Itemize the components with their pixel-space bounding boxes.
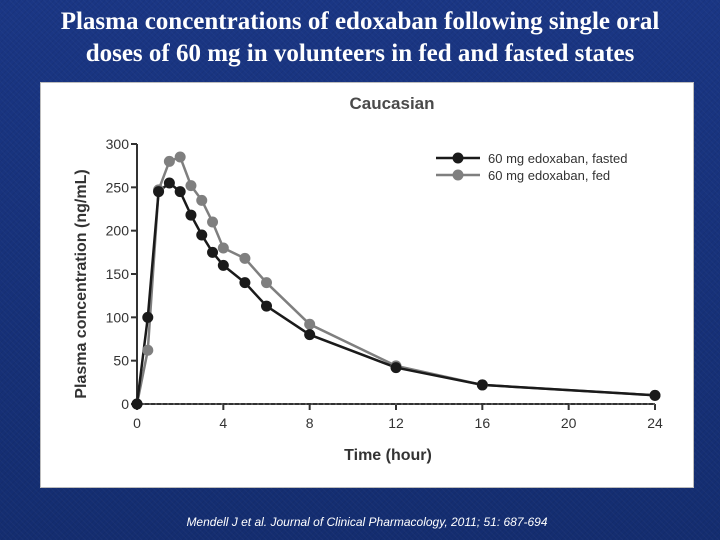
x-tick-label: 24 [647, 415, 663, 431]
data-point [304, 318, 316, 330]
x-tick-label: 4 [219, 415, 227, 431]
data-point [217, 242, 229, 254]
data-point [239, 252, 251, 264]
legend-marker [452, 169, 464, 181]
y-tick-label: 0 [121, 396, 129, 412]
data-point [196, 229, 208, 241]
data-point [390, 362, 402, 374]
y-axis-label: Plasma concentration (ng/mL) [73, 169, 90, 398]
x-axis-label: Time (hour) [344, 447, 432, 464]
citation: Mendell J et al. Journal of Clinical Pha… [186, 515, 548, 529]
plasma-concentration-chart: Caucasian 0 50 100 150 200 250 300 0 4 8 12 16 20 24 Ti… [40, 82, 694, 488]
data-point [163, 177, 175, 189]
data-point [163, 155, 175, 167]
data-point [185, 180, 197, 192]
data-point [142, 311, 154, 323]
data-point [142, 344, 154, 356]
legend-label: 60 mg edoxaban, fed [488, 168, 610, 183]
x-tick-label: 16 [475, 415, 491, 431]
x-tick-label: 12 [388, 415, 404, 431]
data-point [131, 398, 143, 410]
slide-title-line-2: doses of 60 mg in volunteers in fed and … [85, 40, 635, 67]
data-point [153, 186, 165, 198]
chart-title: Caucasian [349, 94, 434, 113]
x-tick-label: 20 [561, 415, 577, 431]
x-tick-label: 8 [306, 415, 314, 431]
data-point [207, 246, 219, 258]
chart-frame [40, 82, 694, 488]
y-tick-label: 200 [106, 223, 130, 239]
data-point [207, 216, 219, 228]
legend-label: 60 mg edoxaban, fasted [488, 151, 628, 166]
data-point [261, 300, 272, 312]
data-point [196, 194, 208, 206]
y-tick-label: 150 [106, 266, 130, 282]
chart-panel: Caucasian 0 50 100 150 200 250 300 0 4 8 12 16 20 24 Ti… [40, 82, 694, 488]
y-tick-label: 100 [106, 309, 130, 325]
data-point [217, 259, 229, 271]
data-point [174, 151, 186, 163]
y-tick-label: 50 [113, 353, 129, 369]
data-point [174, 186, 186, 198]
y-tick-label: 300 [106, 136, 130, 152]
data-point [304, 329, 316, 341]
data-point [649, 389, 661, 401]
slide-title-line-1: Plasma concentrations of edoxaban follow… [60, 8, 660, 35]
y-tick-label: 250 [106, 179, 130, 195]
data-point [476, 379, 488, 391]
slide-title: Plasma concentrations of edoxaban follow… [0, 6, 720, 70]
data-point [185, 209, 197, 221]
data-point [261, 277, 272, 289]
x-tick-label: 0 [133, 415, 141, 431]
legend-marker [452, 152, 464, 164]
data-point [239, 277, 251, 289]
